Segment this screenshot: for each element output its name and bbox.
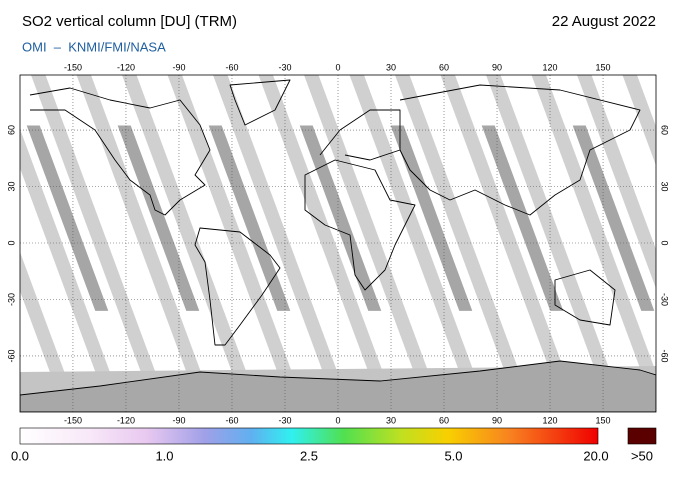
swath-stripe	[0, 126, 17, 311]
lon-tick-label-bottom: 30	[386, 415, 396, 425]
swath	[318, 75, 475, 412]
lat-tick-label-right: -60	[660, 349, 670, 362]
greenland	[229, 79, 291, 126]
australia	[554, 269, 616, 326]
lat-tick-label-left: 30	[6, 182, 16, 192]
lon-tick-label-bottom: -120	[117, 415, 135, 425]
lat-tick-label-left: 0	[6, 240, 16, 245]
lon-tick-label-top: -60	[225, 62, 238, 72]
swath-stripe	[481, 125, 564, 311]
colorbar-label: 2.5	[300, 448, 318, 463]
lon-tick-label-top: -90	[172, 62, 185, 72]
swath-stripe	[664, 126, 676, 311]
overflow-label: >50	[631, 448, 653, 463]
colorbar-label: 0.0	[11, 448, 29, 463]
lat-tick-label-right: 30	[660, 182, 670, 192]
south-america	[194, 227, 281, 346]
graticule	[20, 75, 656, 412]
lat-tick-label-right: -30	[660, 293, 670, 306]
lon-tick-label-top: 0	[335, 62, 340, 72]
lon-tick-label-bottom: -90	[172, 415, 185, 425]
swath	[136, 75, 293, 412]
swath	[409, 75, 566, 412]
map-frame	[19, 74, 657, 413]
swath	[45, 75, 202, 412]
colorbar	[19, 427, 599, 445]
swath-stripe	[26, 125, 109, 311]
swath	[20, 168, 111, 412]
asia	[399, 84, 641, 216]
title: SO2 vertical column [DU] (TRM)	[22, 13, 237, 30]
lon-tick-label-top: -120	[117, 62, 135, 72]
lon-tick-label-bottom: -60	[225, 415, 238, 425]
africa	[304, 159, 416, 291]
date: 22 August 2022	[552, 13, 656, 30]
swath-stripe	[572, 125, 655, 311]
lat-tick-label-left: 60	[6, 125, 16, 135]
lon-tick-label-top: 90	[492, 62, 502, 72]
north-america	[29, 87, 211, 216]
lon-tick-label-bottom: 60	[439, 415, 449, 425]
colorbar-label: 1.0	[155, 448, 173, 463]
lat-tick-label-left: -30	[6, 293, 16, 306]
swath-stripe	[390, 125, 473, 311]
colorbar-label: 20.0	[583, 448, 608, 463]
swaths	[0, 75, 676, 412]
colorbar-label: 5.0	[444, 448, 462, 463]
swath	[500, 75, 656, 412]
colorbar-overflow	[627, 427, 657, 445]
swath-stripe	[299, 125, 382, 311]
lat-tick-label-right: 0	[660, 240, 670, 245]
map	[0, 75, 676, 412]
swath	[591, 75, 656, 250]
lon-tick-label-top: 120	[543, 62, 558, 72]
lon-tick-label-top: -150	[64, 62, 82, 72]
lat-tick-label-left: -60	[6, 349, 16, 362]
swath	[546, 75, 656, 373]
lon-tick-label-top: 30	[386, 62, 396, 72]
swath-stripe	[208, 125, 291, 311]
lon-tick-label-bottom: 90	[492, 415, 502, 425]
lon-tick-label-bottom: 120	[543, 415, 558, 425]
swath	[20, 75, 156, 412]
lon-tick-label-top: 60	[439, 62, 449, 72]
lon-tick-label-top: -30	[278, 62, 291, 72]
lon-tick-label-bottom: -150	[64, 415, 82, 425]
lon-tick-label-bottom: 150	[596, 415, 611, 425]
lat-tick-label-right: 60	[660, 125, 670, 135]
lon-tick-label-top: 150	[596, 62, 611, 72]
lon-tick-label-bottom: 0	[335, 415, 340, 425]
europe	[319, 109, 401, 161]
swath	[637, 75, 656, 127]
subtitle: OMI – KNMI/FMI/NASA	[22, 39, 166, 54]
lon-tick-label-bottom: -30	[278, 415, 291, 425]
swath	[227, 75, 384, 412]
